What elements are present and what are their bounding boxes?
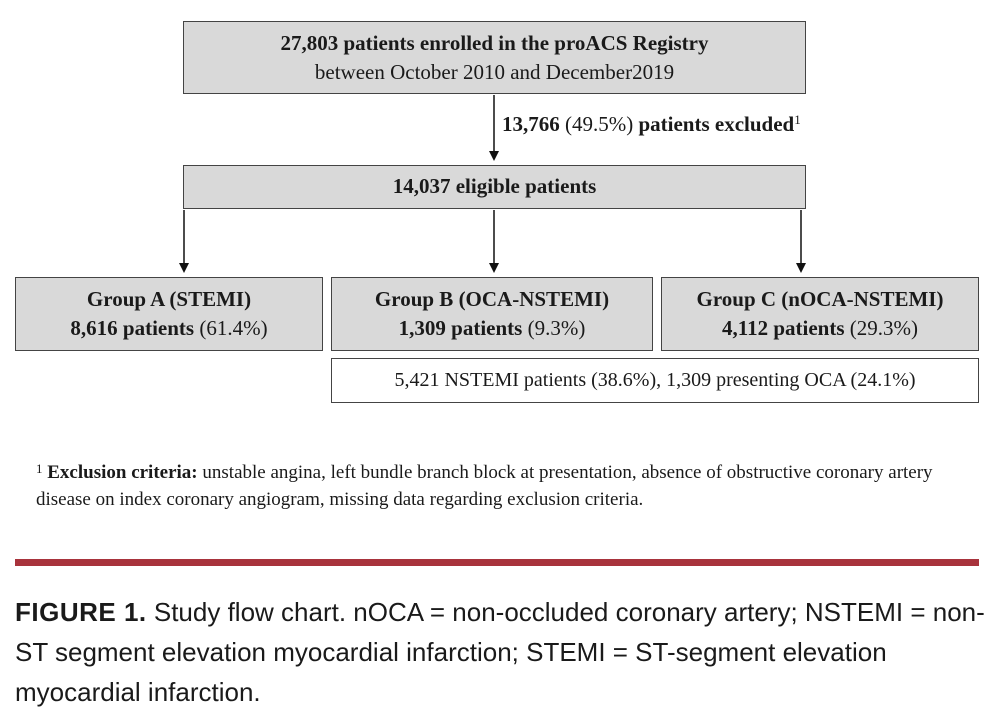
- footnote-text: unstable angina, left bundle branch bloc…: [36, 462, 933, 510]
- excluded-text: patients excluded: [638, 112, 795, 136]
- caption-text: Study flow chart. nOCA = non-occluded co…: [15, 597, 985, 707]
- excluded-count: 13,766: [502, 112, 560, 136]
- excluded-label: 13,766 (49.5%) patients excluded1: [502, 110, 801, 138]
- group-a-title: Group A (STEMI): [86, 287, 252, 311]
- group-c-title: Group C (nOCA-NSTEMI): [696, 287, 944, 311]
- caption-divider: [15, 559, 979, 566]
- eligible-text: 14,037 eligible patients: [392, 174, 597, 198]
- eligible-box: 14,037 eligible patients: [183, 165, 806, 209]
- footnote: 1 Exclusion criteria: unstable angina, l…: [36, 459, 966, 513]
- group-b-pct: (9.3%): [527, 316, 586, 340]
- group-c-count: 4,112 patients: [722, 316, 845, 340]
- caption-label: FIGURE 1.: [15, 597, 147, 627]
- excluded-pct: (49.5%): [565, 112, 634, 136]
- enrolled-title: 27,803 patients enrolled in the proACS R…: [280, 31, 709, 55]
- enrolled-box: 27,803 patients enrolled in the proACS R…: [183, 21, 806, 94]
- figure-caption: FIGURE 1. Study flow chart. nOCA = non-o…: [15, 592, 985, 712]
- excluded-footnote-mark: 1: [794, 112, 801, 127]
- footnote-label: Exclusion criteria:: [47, 462, 198, 483]
- group-a-pct: (61.4%): [199, 316, 268, 340]
- group-b-title: Group B (OCA-NSTEMI): [374, 287, 610, 311]
- group-c-pct: (29.3%): [849, 316, 918, 340]
- group-a-box: Group A (STEMI) 8,616 patients (61.4%): [15, 277, 323, 351]
- enrolled-period: between October 2010 and December2019: [314, 60, 675, 84]
- nstemi-summary-box: 5,421 NSTEMI patients (38.6%), 1,309 pre…: [331, 358, 979, 403]
- group-b-box: Group B (OCA-NSTEMI) 1,309 patients (9.3…: [331, 277, 653, 351]
- group-a-count: 8,616 patients: [70, 316, 195, 340]
- group-c-box: Group C (nOCA-NSTEMI) 4,112 patients (29…: [661, 277, 979, 351]
- footnote-mark: 1: [36, 461, 43, 476]
- group-b-count: 1,309 patients: [398, 316, 523, 340]
- nstemi-summary-text: 5,421 NSTEMI patients (38.6%), 1,309 pre…: [394, 369, 916, 391]
